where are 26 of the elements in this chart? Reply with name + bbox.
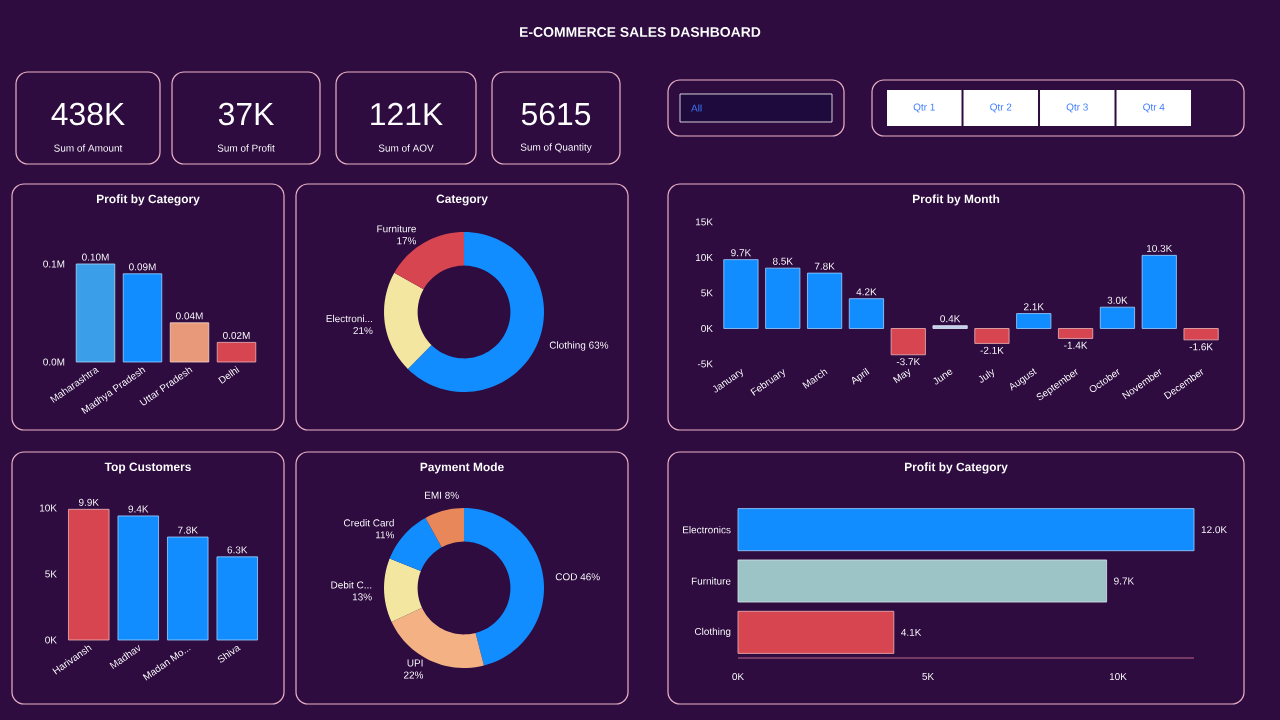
bar [737, 508, 1195, 552]
bar [1183, 328, 1219, 341]
text: 5615 [521, 102, 591, 126]
bar [117, 515, 159, 641]
bar [68, 508, 110, 641]
bar [807, 272, 843, 329]
text: 121K [371, 102, 443, 126]
bar [890, 328, 926, 356]
bar [723, 259, 759, 329]
bar [848, 298, 884, 329]
bar [737, 559, 1108, 603]
bar [167, 536, 209, 641]
bar [974, 328, 1010, 344]
text: 438K [51, 102, 125, 126]
bar [1141, 254, 1177, 329]
bar [737, 610, 895, 654]
bar [1016, 313, 1052, 329]
bar [169, 322, 210, 363]
bar [216, 342, 257, 363]
bar [75, 263, 116, 363]
bar [1099, 306, 1135, 329]
text: 37K [218, 102, 274, 126]
bar [1058, 328, 1094, 339]
bar [765, 267, 801, 329]
bar [122, 273, 163, 363]
bar [216, 556, 258, 641]
